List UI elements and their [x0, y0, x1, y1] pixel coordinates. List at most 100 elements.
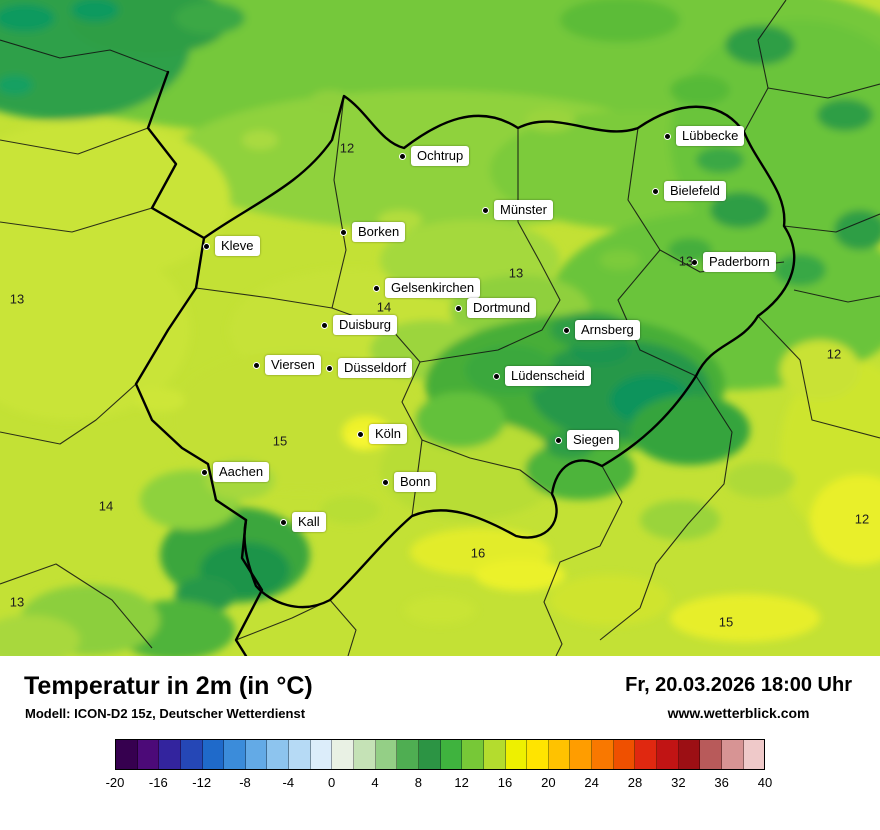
legend-color-segment [570, 740, 593, 769]
city-dot [253, 361, 260, 369]
map-temperature-value: 13 [678, 253, 694, 269]
legend-color-segment [116, 740, 138, 769]
city-dot [373, 284, 380, 292]
map-temperature-value: 15 [718, 614, 734, 630]
legend-color-segment [548, 740, 571, 769]
city-dot [482, 206, 489, 214]
city-marker-kall: Kall [280, 512, 326, 532]
legend-tick-label: 36 [714, 775, 729, 790]
city-dot [691, 258, 698, 266]
legend-tick-label: -8 [239, 775, 251, 790]
city-dot [493, 372, 500, 380]
city-marker-siegen: Siegen [555, 430, 620, 450]
legend-color-segment [743, 740, 765, 769]
map-temperature-value: 15 [272, 433, 288, 449]
city-dot [201, 468, 208, 476]
legend-color-segment [267, 740, 290, 769]
city-marker-düsseldorf: Düsseldorf [326, 358, 413, 378]
forecast-datetime: Fr, 20.03.2026 18:00 Uhr [625, 674, 852, 696]
legend-color-segment [159, 740, 181, 769]
legend-tick-label: 20 [541, 775, 556, 790]
city-marker-lüdenscheid: Lüdenscheid [493, 366, 591, 386]
city-label: Duisburg [333, 315, 398, 335]
city-dot [321, 321, 328, 329]
legend-color-segment [310, 740, 333, 769]
city-label: Viersen [265, 355, 321, 375]
map-temperature-value: 16 [470, 545, 486, 561]
map-temperature-value: 14 [98, 498, 114, 514]
legend-tick-label: 16 [497, 775, 513, 790]
legend-color-segment [462, 740, 484, 769]
city-marker-dortmund: Dortmund [455, 298, 537, 318]
city-dot [280, 518, 287, 526]
map-temperature-value: 13 [508, 265, 524, 281]
page-title: Temperatur in 2m (in °C) [24, 672, 313, 700]
legend-color-segment [613, 740, 636, 769]
city-label: Aachen [213, 462, 270, 482]
city-marker-borken: Borken [340, 222, 406, 242]
legend-color-segment [332, 740, 355, 769]
legend-color-segment [635, 740, 658, 769]
legend-color-segment [483, 740, 506, 769]
legend-color-segment [397, 740, 419, 769]
city-label: Arnsberg [575, 320, 640, 340]
map-temperature-value: 12 [339, 140, 355, 156]
legend-color-segment [289, 740, 311, 769]
city-label: Kleve [215, 236, 260, 256]
title-block: Temperatur in 2m (in °C) Modell: ICON-D2… [24, 672, 313, 721]
city-dot [326, 364, 333, 372]
city-dot [399, 152, 406, 160]
legend-color-bar [115, 739, 765, 770]
city-dot [664, 132, 671, 140]
legend-tick-label: 32 [671, 775, 686, 790]
city-dot [382, 478, 389, 486]
website-url: www.wetterblick.com [667, 705, 810, 721]
city-dot [340, 228, 347, 236]
legend-color-segment [224, 740, 246, 769]
city-label: Bielefeld [664, 181, 726, 201]
legend-color-segment [721, 740, 744, 769]
city-marker-ochtrup: Ochtrup [399, 146, 470, 166]
city-marker-münster: Münster [482, 200, 553, 220]
city-marker-köln: Köln [357, 424, 408, 444]
legend-color-segment [657, 740, 679, 769]
city-label: Bonn [394, 472, 437, 492]
map-temperature-value: 13 [9, 594, 25, 610]
legend-tick-label: 4 [371, 775, 379, 790]
datetime-block: Fr, 20.03.2026 18:00 Uhr www.wetterblick… [625, 672, 852, 721]
city-label: Paderborn [703, 252, 776, 272]
info-panel: Temperatur in 2m (in °C) Modell: ICON-D2… [0, 656, 880, 830]
legend-color-segment [202, 740, 225, 769]
legend-color-segment [700, 740, 722, 769]
legend-tick-label: 28 [627, 775, 643, 790]
city-label: Dortmund [467, 298, 537, 318]
city-marker-lübbecke: Lübbecke [664, 126, 745, 146]
model-info: Modell: ICON-D2 15z, Deutscher Wetterdie… [25, 706, 306, 721]
city-marker-viersen: Viersen [253, 355, 321, 375]
city-label: Münster [494, 200, 553, 220]
legend-color-segment [527, 740, 549, 769]
legend-color-segment [375, 740, 398, 769]
city-label: Siegen [567, 430, 620, 450]
legend-tick-label: 24 [584, 775, 599, 790]
city-dot [652, 187, 659, 195]
map-temperature-value: 14 [376, 299, 392, 315]
city-dot [455, 304, 462, 312]
legend-tick-label: 8 [414, 775, 422, 790]
city-marker-bonn: Bonn [382, 472, 437, 492]
city-label: Düsseldorf [338, 358, 413, 378]
legend-color-segment [354, 740, 376, 769]
legend-color-segment [245, 740, 268, 769]
temperature-legend: -20 -16 -12 -8 -4 0 4 8 12 16 20 24 28 32 36 40 [106, 739, 772, 793]
city-marker-duisburg: Duisburg [321, 315, 398, 335]
legend-color-segment [418, 740, 441, 769]
city-dot [555, 436, 562, 444]
legend-color-segment [592, 740, 614, 769]
city-marker-gelsenkirchen: Gelsenkirchen [373, 278, 481, 298]
map-temperature-value: 12 [826, 346, 842, 362]
legend-color-segment [505, 740, 528, 769]
city-label: Kall [292, 512, 326, 532]
city-dot [357, 430, 364, 438]
legend-color-segment [180, 740, 203, 769]
city-label: Lübbecke [676, 126, 745, 146]
